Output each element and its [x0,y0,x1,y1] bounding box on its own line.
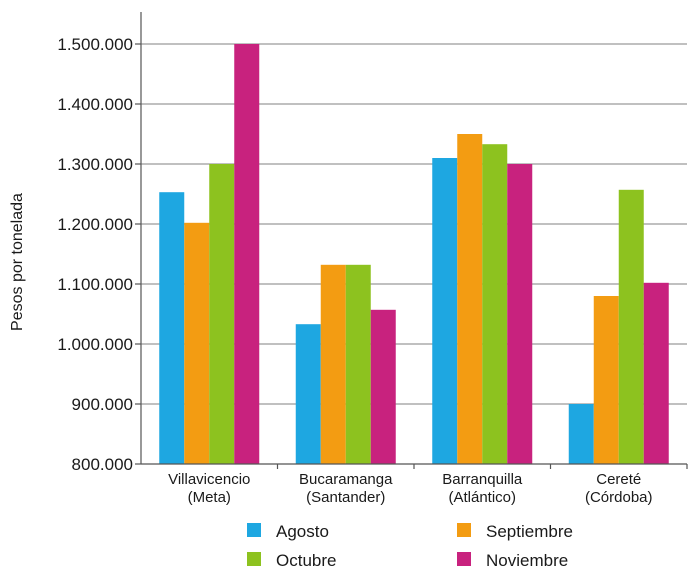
legend-label-septiembre: Septiembre [486,522,573,541]
bar-agosto-3 [568,404,594,464]
bar-septiembre-1 [320,264,346,464]
y-tick-label: 1.100.000 [57,275,133,294]
x-category-label: (Santander) [306,489,385,506]
x-category-label: Bucaramanga [299,471,393,488]
bar-octubre-3 [618,189,644,465]
bar-noviembre-2 [507,164,533,464]
legend-swatch-noviembre [457,552,471,566]
bar-agosto-1 [295,324,321,464]
y-tick-labels: 800.000 900.000 1.000.000 1.100.000 1.200.00… [57,35,141,474]
legend-label-noviembre: Noviembre [486,551,568,570]
bar-octubre-0 [209,164,235,464]
y-tick-label: 900.000 [72,395,133,414]
x-category-labels: Villavicencio(Meta) Bucaramanga(Santander… [168,464,688,506]
bar-septiembre-3 [593,296,619,464]
bar-septiembre-2 [457,134,483,464]
bar-octubre-1 [345,264,371,464]
bar-noviembre-1 [370,309,396,464]
legend-swatch-octubre [247,552,261,566]
x-category-label: (Atlántico) [448,489,516,506]
bar-octubre-2 [482,144,508,464]
y-tick-label: 1.300.000 [57,155,133,174]
bar-noviembre-0 [234,44,260,464]
bar-agosto-0 [159,192,185,464]
x-category-label: Cereté [596,471,641,488]
bar-septiembre-0 [184,222,210,464]
legend-swatch-agosto [247,523,261,537]
legend-swatch-septiembre [457,523,471,537]
y-tick-label: 1.400.000 [57,95,133,114]
x-category-label: Barranquilla [442,471,523,488]
y-axis-title: Pesos por tonelada [9,193,26,331]
bar-noviembre-3 [643,282,669,464]
legend-label-agosto: Agosto [276,522,329,541]
x-category-label: (Córdoba) [585,489,653,506]
y-tick-label: 1.500.000 [57,35,133,54]
y-tick-label: 1.000.000 [57,335,133,354]
y-tick-label: 800.000 [72,455,133,474]
legend-label-octubre: Octubre [276,551,336,570]
y-tick-label: 1.200.000 [57,215,133,234]
bars [159,44,669,465]
x-category-label: (Meta) [188,489,231,506]
x-category-label: Villavicencio [168,471,250,488]
bar-agosto-2 [432,158,458,464]
legend: Agosto Septiembre Octubre Noviembre [247,522,573,570]
